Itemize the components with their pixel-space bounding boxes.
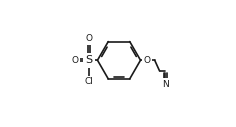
Text: O: O: [86, 34, 93, 43]
Text: Cl: Cl: [85, 77, 94, 86]
Text: O: O: [144, 56, 151, 65]
Text: O: O: [72, 56, 79, 65]
Text: N: N: [162, 80, 169, 89]
Text: S: S: [86, 55, 93, 65]
